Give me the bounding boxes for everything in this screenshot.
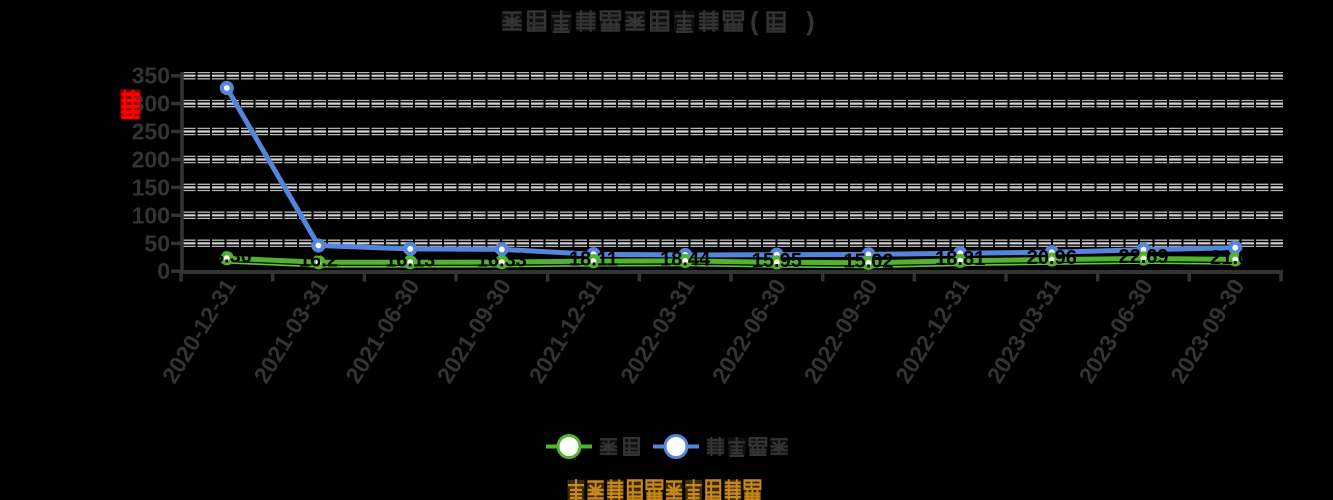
svg-text:18.11: 18.11: [569, 249, 618, 271]
svg-text:16.33: 16.33: [477, 250, 527, 272]
svg-text:18.44: 18.44: [660, 248, 711, 270]
svg-text:350: 350: [132, 63, 170, 89]
svg-text:23.30: 23.30: [202, 246, 252, 268]
svg-text:16.13: 16.13: [385, 250, 435, 272]
svg-text:): ): [806, 6, 815, 36]
svg-text:100: 100: [132, 202, 170, 228]
svg-text:15.02: 15.02: [843, 250, 893, 272]
svg-text:50: 50: [144, 230, 170, 256]
svg-text:22.69: 22.69: [1118, 246, 1168, 268]
svg-text:200: 200: [132, 147, 170, 173]
svg-text:250: 250: [132, 119, 170, 145]
svg-text:0: 0: [157, 258, 170, 284]
svg-text:150: 150: [132, 174, 170, 200]
svg-text:15.95: 15.95: [752, 250, 802, 272]
svg-text:21.07: 21.07: [1210, 247, 1260, 269]
svg-text:16.2: 16.2: [299, 250, 338, 272]
svg-text:(: (: [750, 6, 759, 36]
svg-text:20.96: 20.96: [1027, 247, 1077, 269]
svg-text:18.81: 18.81: [935, 248, 985, 270]
